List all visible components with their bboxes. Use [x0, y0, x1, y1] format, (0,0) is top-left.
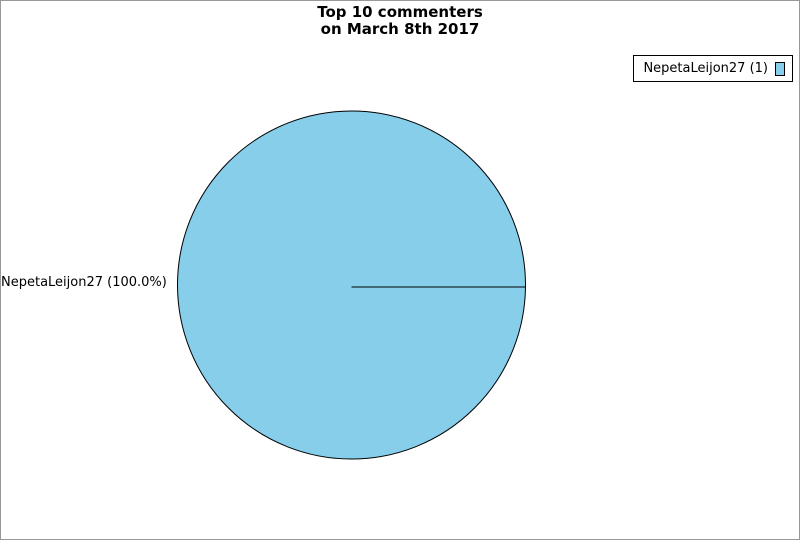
- slice-label: NepetaLeijon27 (100.0%): [1, 275, 167, 290]
- legend: NepetaLeijon27 (1): [633, 55, 793, 82]
- chart-title: Top 10 commenters on March 8th 2017: [1, 4, 799, 38]
- chart-title-line1: Top 10 commenters: [317, 3, 483, 21]
- legend-item: NepetaLeijon27 (1): [643, 61, 785, 76]
- pie-slice: [177, 110, 526, 460]
- chart-title-line2: on March 8th 2017: [320, 20, 480, 38]
- legend-color-swatch-icon: [775, 61, 785, 76]
- legend-label: NepetaLeijon27 (1): [643, 61, 768, 76]
